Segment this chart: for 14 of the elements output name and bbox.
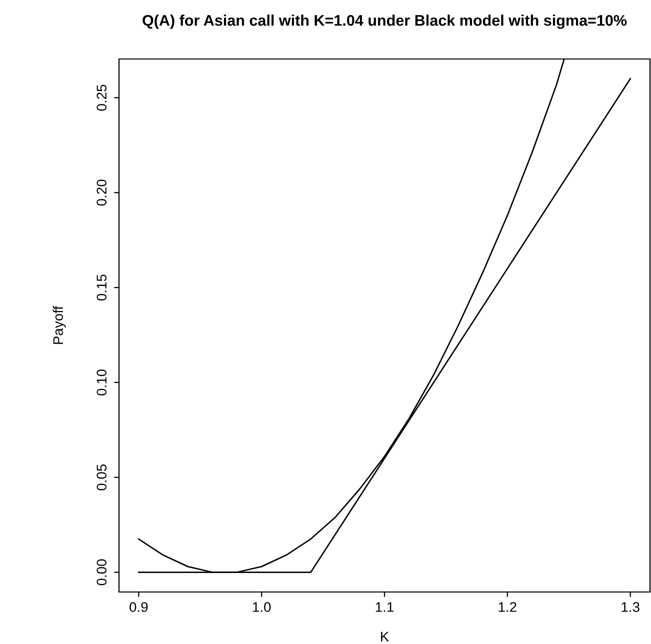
x-tick-label: 0.9 xyxy=(130,602,148,612)
chart-title: Q(A) for Asian call with K=1.04 under Black model with sigma=10% xyxy=(142,14,627,29)
y-tick-label: 0.10 xyxy=(96,369,107,396)
y-axis-title: Payoff xyxy=(52,306,66,344)
x-tick-label: 1.1 xyxy=(376,602,394,612)
y-tick-label: 0.00 xyxy=(96,559,107,586)
x-tick-label: 1.0 xyxy=(252,602,271,612)
x-tick-label: 1.2 xyxy=(498,602,516,612)
x-tick-label: 1.3 xyxy=(622,602,640,612)
y-tick-label: 0.05 xyxy=(96,464,107,490)
y-tick-label: 0.15 xyxy=(96,274,107,301)
y-tick-label: 0.20 xyxy=(96,180,107,206)
x-axis-title: K xyxy=(381,632,389,642)
y-tick-label: 0.25 xyxy=(96,84,107,111)
